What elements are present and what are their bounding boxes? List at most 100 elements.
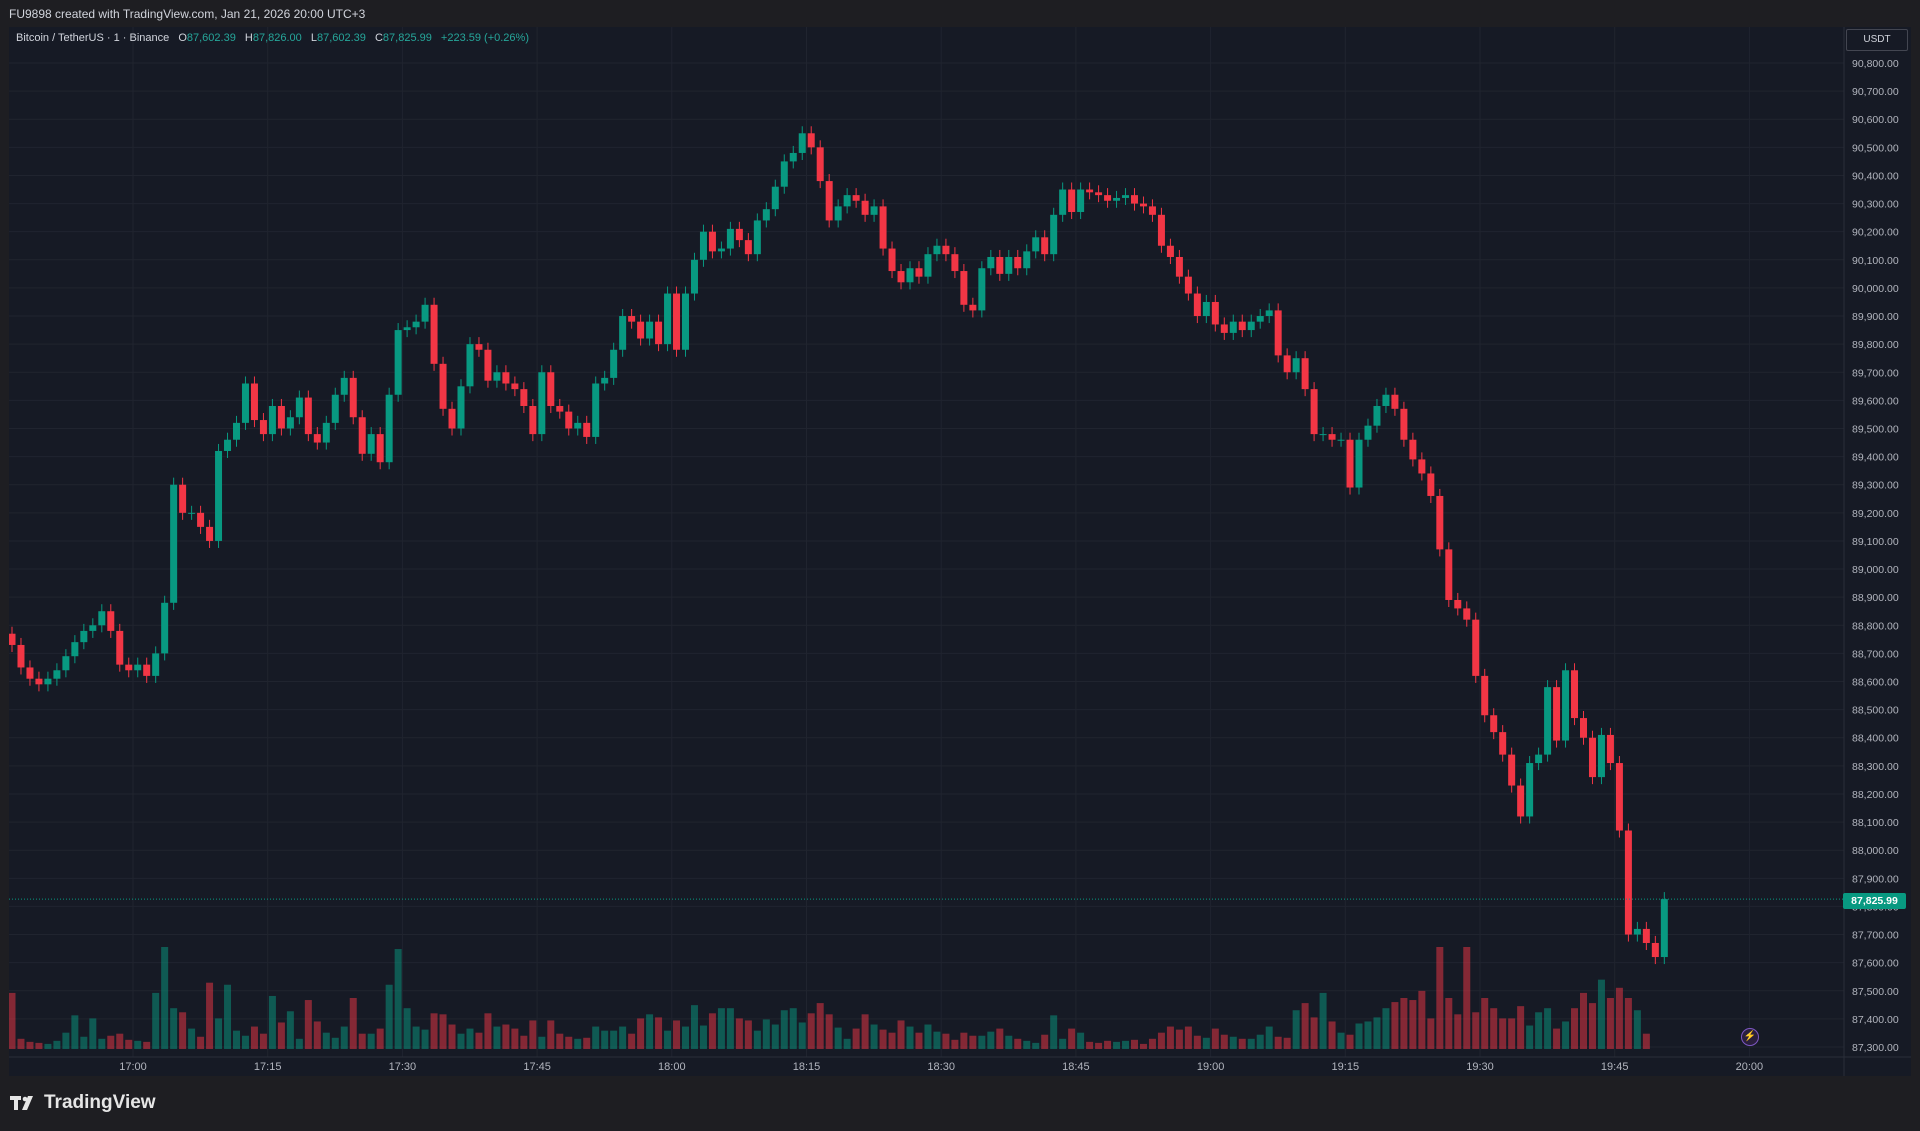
tradingview-logo[interactable]: TradingView	[10, 1092, 156, 1114]
candle-body	[664, 293, 672, 345]
price-tick-label: 90,800.00	[1852, 58, 1899, 70]
volume-bar	[1068, 1028, 1076, 1049]
time-tick-label: 17:30	[389, 1061, 417, 1073]
volume-bar	[807, 1013, 815, 1049]
volume-bar	[1463, 947, 1471, 1049]
candle-body	[1274, 310, 1282, 356]
candle-body	[1597, 734, 1605, 778]
price-tick-label: 88,000.00	[1852, 845, 1899, 857]
currency-button[interactable]: USDT	[1846, 29, 1908, 51]
candle-body	[1535, 754, 1543, 764]
volume-bar	[861, 1014, 869, 1049]
footer	[0, 1078, 1920, 1131]
candle-body	[1166, 245, 1174, 257]
candle-body	[1014, 256, 1022, 269]
volume-bar	[601, 1030, 609, 1049]
candle-body	[646, 321, 654, 339]
volume-bar	[610, 1030, 618, 1049]
price-tick-label: 90,600.00	[1852, 114, 1899, 126]
volume-bar	[520, 1035, 528, 1049]
candle-body	[367, 434, 375, 454]
price-tick-label: 90,700.00	[1852, 86, 1899, 98]
candle-body	[1517, 785, 1525, 817]
volume-bar	[583, 1037, 591, 1049]
candle-body	[960, 271, 968, 305]
volume-bar	[26, 1041, 34, 1049]
candle-body	[888, 248, 896, 272]
volume-bar	[628, 1033, 636, 1049]
volume-bar	[170, 1008, 178, 1049]
symbol-name: Bitcoin / TetherUS · 1 · Binance	[16, 32, 170, 44]
candle-body	[1157, 214, 1165, 246]
candle-body	[376, 434, 384, 463]
volume-bar	[1337, 1032, 1345, 1049]
candle-body	[1615, 763, 1623, 831]
time-tick-label: 18:30	[927, 1061, 955, 1073]
candle-body	[62, 656, 70, 671]
volume-bar	[107, 1035, 115, 1049]
volume-bar	[448, 1024, 456, 1049]
volume-bar	[1014, 1038, 1022, 1049]
volume-bar	[134, 1040, 142, 1049]
volume-bar	[565, 1036, 573, 1049]
candle-body	[116, 630, 124, 665]
time-tick-label: 17:45	[523, 1061, 551, 1073]
candle-body	[80, 630, 88, 643]
chart-area[interactable]: 90,800.00 90,700.00 90,600.00 90,500.00 90,4…	[9, 27, 1911, 1076]
candlestick-chart[interactable]: 90,800.00 90,700.00 90,600.00 90,500.00 90,4…	[9, 27, 1911, 1076]
price-tick-label: 88,100.00	[1852, 817, 1899, 829]
candle-body	[430, 304, 438, 364]
candle-body	[1499, 732, 1507, 755]
price-tick-label: 89,100.00	[1852, 536, 1899, 548]
volume-bar	[969, 1035, 977, 1049]
candle-body	[870, 206, 878, 215]
candle-body	[493, 372, 501, 381]
candle-body	[179, 484, 187, 513]
volume-bar	[699, 1025, 707, 1049]
candle-body	[286, 417, 294, 429]
volume-bar	[870, 1024, 878, 1049]
candle-body	[1508, 754, 1516, 786]
volume-bar	[1409, 1000, 1417, 1049]
volume-bar	[744, 1020, 752, 1049]
candle-body	[170, 484, 178, 603]
volume-bar	[1059, 1038, 1067, 1049]
candle-body	[744, 240, 752, 255]
volume-bar	[798, 1022, 806, 1049]
candle-body	[1418, 459, 1426, 474]
candle-body	[798, 133, 806, 153]
volume-bar	[717, 1008, 725, 1049]
candle-body	[241, 383, 249, 423]
candle-body	[1472, 619, 1480, 676]
volume-bar	[592, 1026, 600, 1049]
candle-body	[188, 512, 196, 514]
price-tick-label: 90,100.00	[1852, 255, 1899, 267]
volume-bar	[1265, 1026, 1273, 1049]
volume-bar	[1624, 998, 1632, 1049]
candle-body	[1571, 670, 1579, 719]
time-tick-label: 17:00	[119, 1061, 147, 1073]
volume-bar	[1508, 1018, 1516, 1049]
volume-bar	[646, 1014, 654, 1049]
volume-bar	[1077, 1032, 1085, 1049]
volume-bar	[215, 1018, 223, 1049]
candle-body	[987, 256, 995, 269]
candle-body	[852, 195, 860, 201]
time-tick-label: 19:00	[1197, 1061, 1225, 1073]
candle-body	[1265, 310, 1273, 317]
volume-bar	[44, 1043, 52, 1049]
volume-bar	[241, 1035, 249, 1049]
lightning-icon[interactable]: ⚡	[1741, 1028, 1759, 1046]
volume-bar	[116, 1033, 124, 1049]
candle-body	[1427, 473, 1435, 496]
price-tick-label: 90,300.00	[1852, 199, 1899, 211]
volume-bar	[1175, 1029, 1183, 1049]
candle-body	[879, 206, 887, 249]
candle-body	[637, 321, 645, 339]
candle-body	[933, 245, 941, 255]
volume-bar	[1364, 1021, 1372, 1049]
volume-bar	[1220, 1034, 1228, 1049]
candle-body	[1400, 408, 1408, 440]
candle-body	[403, 327, 411, 331]
candle-body	[1005, 256, 1013, 274]
